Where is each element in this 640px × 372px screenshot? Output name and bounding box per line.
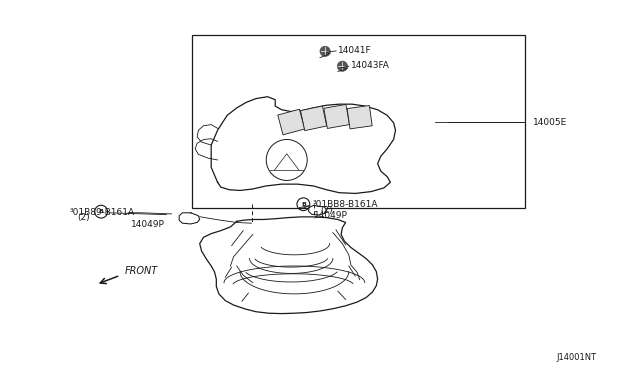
Bar [278,109,305,135]
Text: 14041F: 14041F [338,46,372,55]
Polygon shape [197,125,218,145]
Text: (2): (2) [77,213,90,222]
Polygon shape [179,213,200,224]
Polygon shape [200,217,378,314]
Text: J14001NT: J14001NT [557,353,597,362]
Text: B: B [99,209,104,214]
Bar [301,106,326,131]
Text: 14049P: 14049P [314,211,348,220]
Bar [192,35,525,208]
Text: FRONT: FRONT [125,266,158,276]
Polygon shape [308,205,326,215]
Text: 14005E: 14005E [532,118,567,126]
Text: ³01B89-B161A: ³01B89-B161A [69,208,134,217]
Text: 14049P: 14049P [131,220,165,229]
Polygon shape [211,97,396,193]
Circle shape [320,46,330,57]
Text: ³01BB8-B161A: ³01BB8-B161A [312,200,378,209]
Bar [324,105,349,128]
Text: (2): (2) [320,206,333,215]
Bar [347,106,372,129]
Text: 14043FA: 14043FA [351,61,390,70]
Polygon shape [195,139,218,160]
Text: B: B [301,202,306,207]
Circle shape [337,61,348,71]
